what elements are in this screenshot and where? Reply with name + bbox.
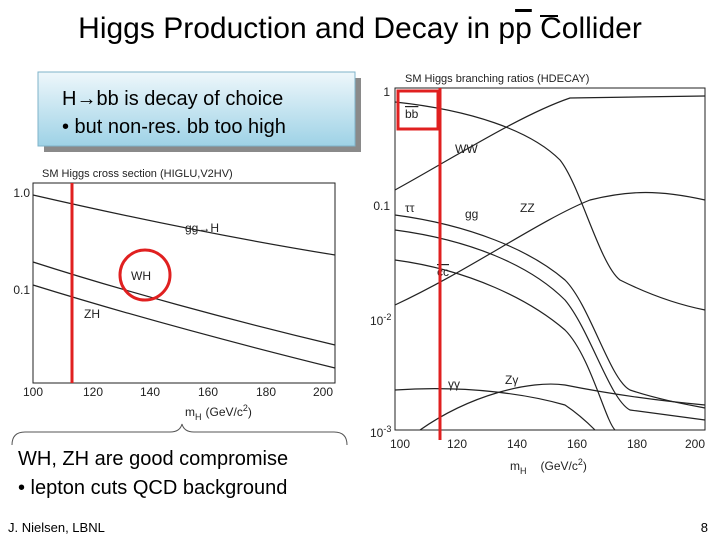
x-label: 140: [507, 437, 527, 451]
x-label: 120: [447, 437, 467, 451]
y-label: 1.0: [13, 186, 30, 200]
curve-label: bb: [405, 107, 419, 121]
plot-frame: [394, 87, 706, 431]
x-label: 180: [627, 437, 647, 451]
cross-section-plot: SM Higgs cross section (HIGLU,V2HV) 1.0 …: [13, 168, 336, 422]
curve-label: gg→H: [185, 221, 219, 235]
x-label: 200: [313, 385, 333, 399]
curve-label: WH: [131, 269, 151, 283]
curve: [32, 194, 336, 256]
curve-label: γγ: [448, 377, 460, 391]
y-label: 10-3: [370, 424, 391, 440]
y-label: 10-2: [370, 312, 391, 328]
curve: [32, 284, 336, 369]
footer-author: J. Nielsen, LBNL: [8, 520, 105, 535]
x-label: 100: [23, 385, 43, 399]
callout-text: • lepton cuts QCD background: [18, 477, 287, 499]
highlight-box: [396, 89, 440, 131]
slide-title: Higgs Production and Decay in pp Collide…: [78, 12, 642, 45]
callout: [37, 71, 356, 147]
x-label: 200: [685, 437, 705, 451]
x-axis-label: mH (GeV/c2): [510, 457, 587, 476]
curve-label: WW: [455, 142, 478, 156]
curve-label: ZZ: [520, 201, 535, 215]
curve: [394, 101, 706, 311]
x-label: 100: [390, 437, 410, 451]
plot-title: SM Higgs branching ratios (HDECAY): [405, 73, 589, 85]
curve: [394, 229, 706, 421]
curve-label: Zγ: [505, 373, 518, 387]
callout-text: H→bb is decay of choice: [62, 88, 283, 110]
curve: [394, 214, 706, 409]
y-label: 0.1: [373, 199, 390, 213]
highlight-circle: [118, 248, 172, 302]
bracket: [11, 423, 348, 446]
page-number: 8: [701, 520, 708, 535]
curve-label: ττ: [405, 201, 415, 215]
curve: [32, 261, 336, 346]
callout-text: • but non-res. bb too high: [62, 116, 286, 138]
x-label: 160: [567, 437, 587, 451]
x-label: 180: [256, 385, 276, 399]
curve: [394, 191, 706, 306]
curve: [419, 383, 706, 431]
curve-label: ZH: [84, 307, 100, 321]
x-axis-label: mH (GeV/c2): [185, 403, 252, 422]
plot-frame: [32, 182, 336, 384]
x-label: 120: [83, 385, 103, 399]
x-label: 140: [140, 385, 160, 399]
y-label: 1: [383, 85, 390, 99]
branching-plot: SM Higgs branching ratios (HDECAY) 1 0.1…: [370, 73, 706, 476]
y-label: 0.1: [13, 283, 30, 297]
curve: [394, 95, 706, 191]
curve: [394, 388, 596, 431]
plot-title: SM Higgs cross section (HIGLU,V2HV): [42, 168, 233, 180]
x-label: 160: [198, 385, 218, 399]
curve: [394, 259, 616, 431]
curve-label: gg: [465, 207, 478, 221]
callout-text: WH, ZH are good compromise: [18, 448, 288, 470]
